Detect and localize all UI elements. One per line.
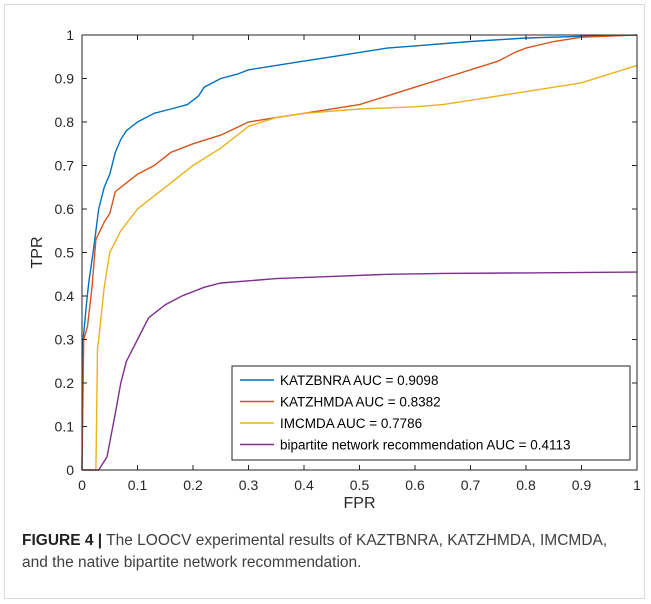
x-tick-label: 0.1	[128, 477, 148, 493]
x-tick-label: 0.6	[405, 477, 425, 493]
x-tick-label: 0.4	[294, 477, 314, 493]
y-tick-label: 0.2	[55, 375, 75, 391]
legend: KATZBNRA AUC = 0.9098 KATZHMDA AUC = 0.83…	[231, 365, 631, 461]
legend-entry-1: KATZBNRA AUC = 0.9098	[280, 373, 438, 388]
roc-chart: 0 0.1 0.2 0.3 0.4 0.5 0.6 0.7 0.8 0.9 1 0 0.1 0.2 0.3 0…	[29, 27, 642, 512]
y-tick-label: 0.9	[55, 71, 75, 87]
ticks: 0 0.1 0.2 0.3 0.4 0.5 0.6 0.7 0.8 0.9 1 0 0.1 0.2 0.3 0…	[55, 27, 642, 493]
y-tick-label: 0.5	[55, 245, 75, 261]
y-tick-label: 0.1	[55, 419, 75, 435]
x-tick-label: 0.5	[350, 477, 370, 493]
plot-lines	[81, 34, 638, 471]
y-tick-label: 0.8	[55, 114, 75, 130]
caption-text: The LOOCV experimental results of KAZTBN…	[22, 532, 608, 571]
x-tick-label: 0.3	[239, 477, 259, 493]
series-line-3	[82, 64, 638, 471]
x-tick-label: 0	[78, 477, 86, 493]
series-line-2	[81, 34, 638, 471]
x-tick-label: 0.7	[461, 477, 481, 493]
y-tick-label: 0	[66, 462, 74, 478]
y-tick-label: 0.3	[55, 332, 75, 348]
series-line-1	[81, 34, 638, 471]
figure-caption: FIGURE 4 | The LOOCV experimental result…	[22, 530, 632, 574]
y-tick-label: 0.7	[55, 158, 75, 174]
x-tick-label: 1	[633, 477, 641, 493]
y-tick-label: 0.4	[55, 288, 75, 304]
x-tick-label: 0.8	[516, 477, 536, 493]
x-axis-title: FPR	[344, 495, 376, 512]
y-axis-title: TPR	[29, 237, 46, 269]
figure-label: FIGURE 4 |	[22, 532, 103, 549]
legend-entry-4: bipartite network recommendation AUC = 0…	[280, 438, 571, 453]
y-tick-label: 0.6	[55, 201, 75, 217]
x-tick-label: 0.9	[572, 477, 592, 493]
legend-entry-2: KATZHMDA AUC = 0.8382	[280, 395, 441, 410]
x-tick-label: 0.2	[183, 477, 203, 493]
series-line-4	[82, 271, 638, 471]
legend-entry-3: IMCMDA AUC = 0.7786	[280, 416, 422, 431]
legend-box	[231, 365, 631, 461]
y-tick-label: 1	[66, 27, 74, 43]
